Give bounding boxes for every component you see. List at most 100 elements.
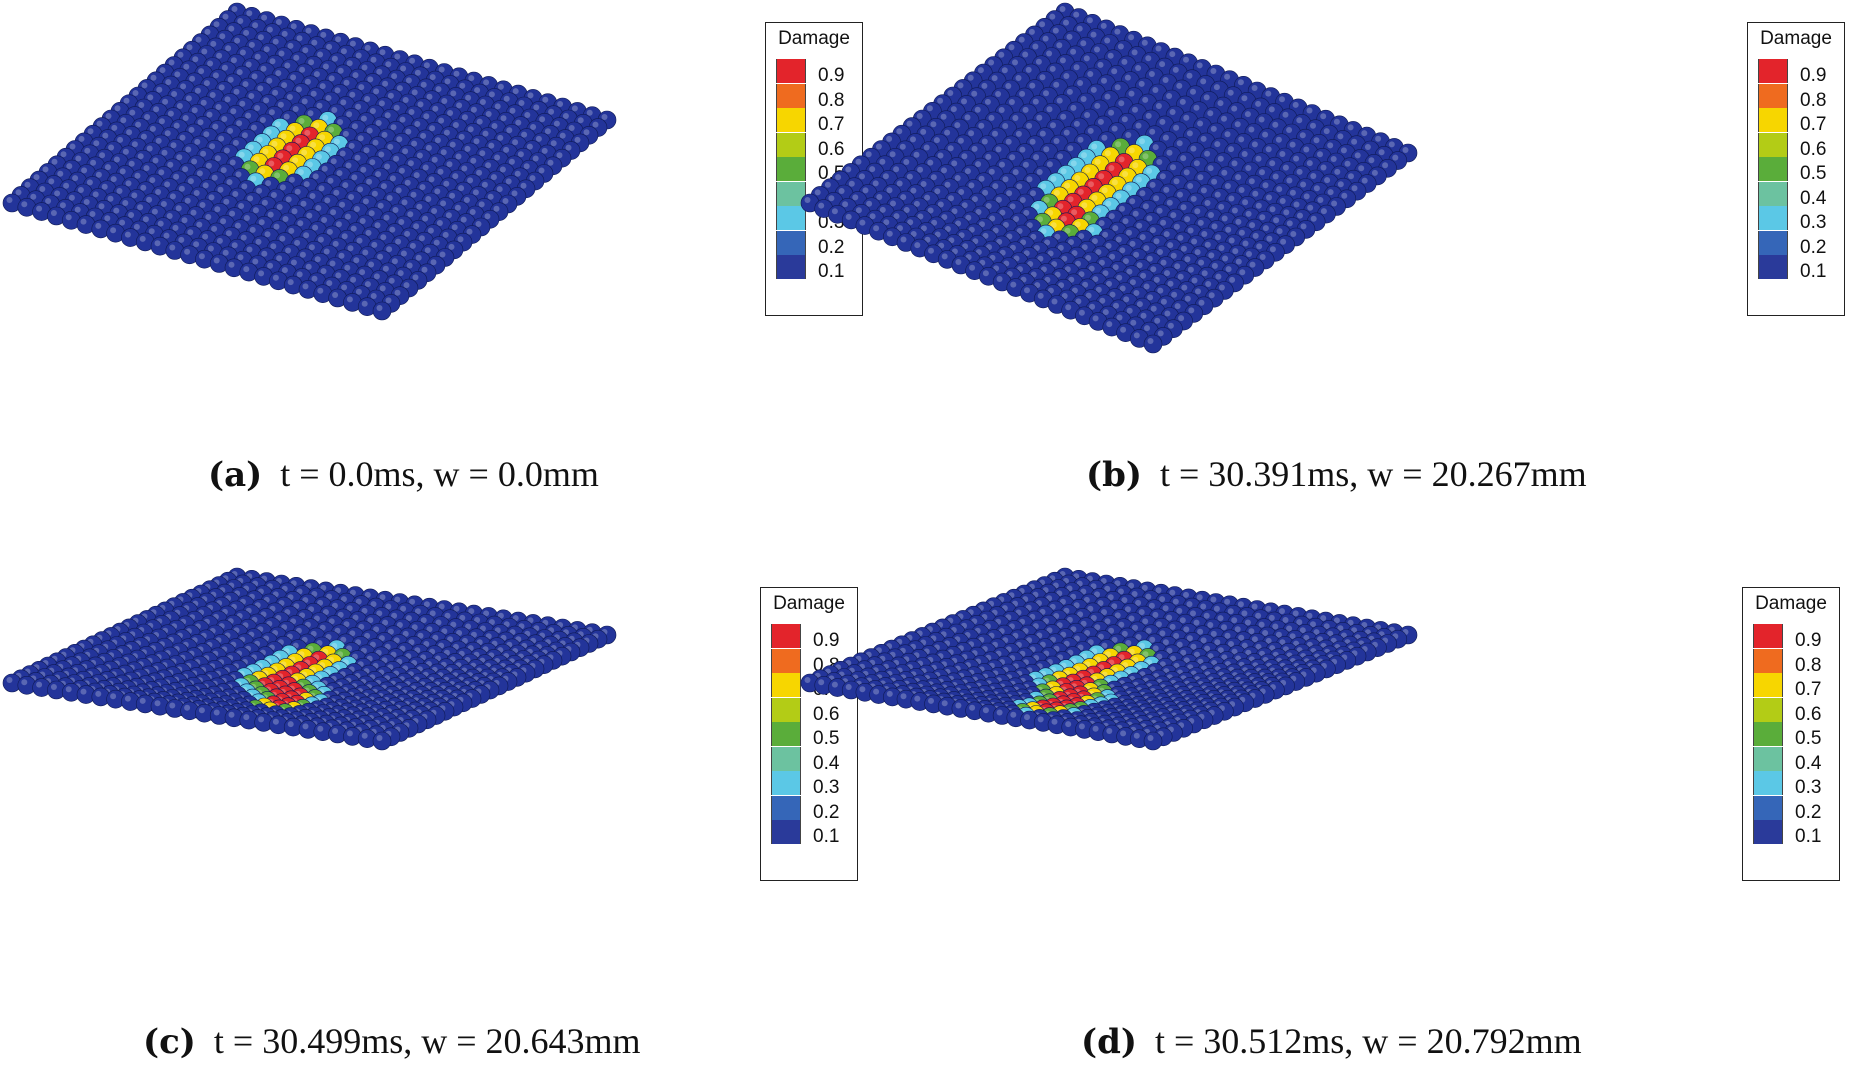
particle-highlight	[66, 163, 73, 170]
particle-highlight	[378, 151, 385, 158]
particle-highlight	[1146, 167, 1153, 174]
particle-highlight	[138, 102, 145, 108]
particle-highlight	[385, 603, 392, 610]
particle-highlight	[194, 87, 201, 94]
particle-highlight	[559, 132, 566, 139]
particle-highlight	[1252, 232, 1259, 239]
particle-highlight	[404, 230, 411, 237]
particle-highlight	[1392, 154, 1399, 161]
particle-highlight	[1057, 153, 1064, 160]
particle-highlight	[859, 219, 866, 226]
particle-highlight	[186, 44, 193, 51]
particle-highlight	[126, 129, 133, 136]
particle-highlight	[1184, 295, 1191, 302]
particle-highlight	[111, 124, 118, 131]
particle-highlight	[1265, 90, 1272, 97]
particle-highlight	[1065, 304, 1072, 311]
particle-highlight	[472, 189, 479, 196]
particle-highlight	[1107, 52, 1114, 59]
particle-highlight	[391, 73, 398, 80]
legend-tick-label: 0.5	[1800, 163, 1827, 184]
particle-highlight	[218, 135, 225, 142]
particle-highlight	[367, 76, 374, 83]
particle-highlight	[1180, 155, 1187, 162]
particle-highlight	[1084, 167, 1091, 173]
particle-highlight	[378, 100, 385, 107]
particle-highlight	[1279, 151, 1286, 157]
particle-highlight	[941, 167, 947, 174]
particle-highlight	[421, 266, 428, 273]
particle-highlight	[964, 114, 971, 121]
particle-highlight	[102, 132, 109, 139]
particle-highlight	[258, 270, 265, 277]
particle-highlight	[1060, 113, 1067, 120]
particle-highlight	[1125, 184, 1132, 191]
particle-highlight	[134, 172, 141, 179]
particle-highlight	[1042, 35, 1049, 42]
particle-highlight	[1207, 165, 1214, 172]
particle-highlight	[110, 693, 117, 700]
particle-highlight	[140, 184, 147, 191]
particle-highlight	[1157, 249, 1163, 255]
particle-highlight	[340, 596, 347, 603]
particle-highlight	[238, 151, 245, 158]
particle-highlight	[818, 679, 825, 686]
particle-highlight	[475, 221, 482, 227]
particle-highlight	[1382, 162, 1389, 169]
particle-highlight	[1289, 141, 1296, 148]
particle-highlight	[1255, 202, 1262, 209]
particle-highlight	[317, 51, 324, 58]
particle-highlight	[991, 75, 998, 82]
particle-highlight	[179, 134, 186, 141]
particle-highlight	[406, 262, 413, 269]
particle-highlight	[215, 104, 222, 110]
particle-highlight	[1026, 222, 1033, 229]
particle-highlight	[89, 211, 96, 217]
particle-highlight	[162, 98, 169, 105]
particle-highlight	[60, 151, 67, 158]
particle-highlight	[1269, 206, 1276, 213]
particle-highlight	[1183, 591, 1189, 598]
particle-highlight	[247, 144, 254, 151]
particle-highlight	[346, 730, 353, 737]
particle-highlight	[137, 153, 144, 160]
particle-highlight	[338, 252, 345, 259]
particle-highlight	[131, 192, 138, 199]
particle-highlight	[156, 86, 163, 93]
particle-highlight	[1129, 240, 1136, 247]
particle-highlight	[292, 157, 299, 164]
legend-tick-label: 0.2	[813, 801, 840, 823]
particle-highlight	[1193, 160, 1200, 167]
particle-highlight	[1293, 155, 1300, 162]
particle-highlight	[255, 238, 262, 245]
particle-highlight	[1143, 245, 1150, 252]
particle-highlight	[191, 107, 198, 114]
particle-highlight	[87, 128, 94, 135]
particle-highlight	[176, 103, 183, 109]
particle-highlight	[364, 591, 371, 598]
particle-highlight	[445, 212, 452, 219]
particle-highlight	[308, 59, 315, 66]
particle-highlight	[353, 206, 360, 212]
particle-highlight	[15, 189, 22, 196]
particle-highlight	[1064, 227, 1071, 234]
particle-highlight	[1177, 234, 1184, 241]
particle-highlight	[95, 222, 102, 229]
particle-highlight	[862, 187, 869, 194]
particle-highlight	[426, 93, 433, 100]
particle-highlight	[1208, 212, 1214, 218]
particle-highlight	[245, 61, 252, 68]
particle-highlight	[1197, 120, 1204, 127]
legend-tick-label: 0.1	[1800, 261, 1827, 282]
particle-highlight	[1002, 123, 1009, 129]
particle-highlight	[1173, 178, 1180, 185]
particle-highlight	[483, 610, 490, 617]
particle-highlight	[376, 68, 383, 75]
particle-highlight	[1092, 315, 1099, 322]
particle-highlight	[1100, 22, 1107, 29]
particle-highlight	[961, 153, 968, 160]
particle-highlight	[287, 42, 294, 49]
particle-highlight	[1064, 182, 1071, 189]
particle-highlight	[461, 114, 468, 121]
particle-highlight	[930, 174, 937, 181]
